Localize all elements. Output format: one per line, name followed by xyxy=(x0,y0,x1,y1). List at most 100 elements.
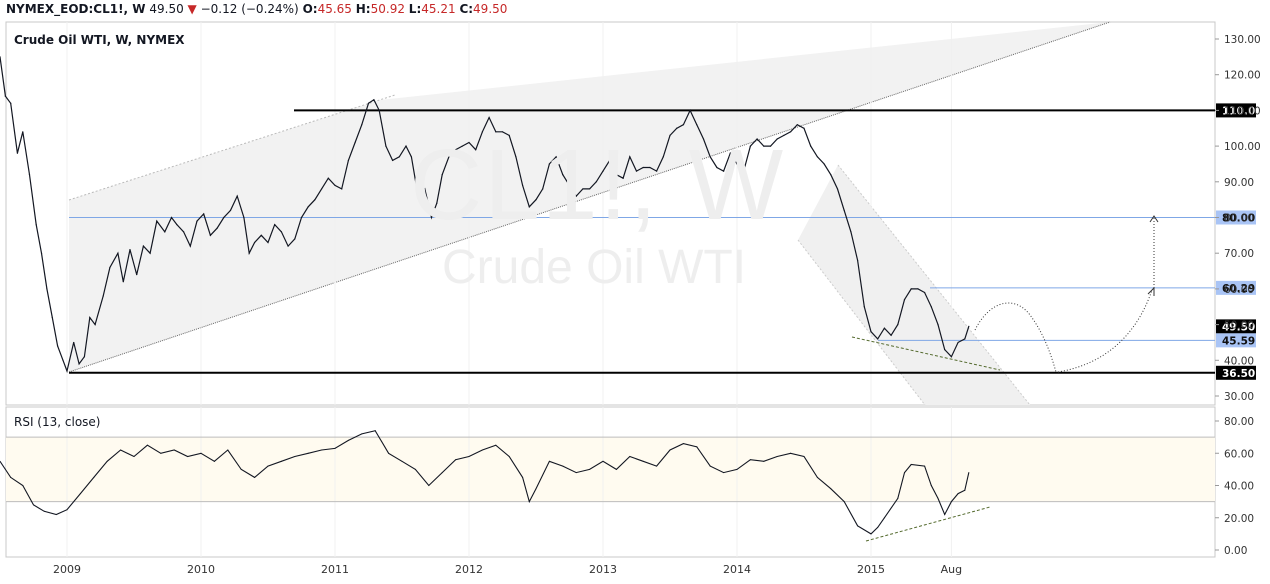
rsi-point-37 xyxy=(481,449,483,451)
price-point-136 xyxy=(883,327,886,329)
price-point-127 xyxy=(823,163,825,165)
price-point-12 xyxy=(66,370,68,372)
rsi-point-22 xyxy=(280,460,282,462)
rsi-point-52 xyxy=(669,449,671,451)
price-point-16 xyxy=(89,316,91,319)
rsi-point-7 xyxy=(79,493,81,495)
price-point-103 xyxy=(662,156,664,158)
price-point-53 xyxy=(334,184,336,186)
price-point-83 xyxy=(528,206,530,208)
price-point-37 xyxy=(229,209,232,211)
rsi-tick-label-1: 20.00 xyxy=(1224,513,1254,525)
price-point-92 xyxy=(589,188,591,190)
price-point-108 xyxy=(696,124,698,126)
open-value: 45.65 xyxy=(317,2,352,16)
last-price: 49.50 xyxy=(149,2,184,16)
level-badge-1 xyxy=(1216,210,1256,225)
rsi-point-30 xyxy=(388,452,390,454)
rsi-point-36 xyxy=(468,455,470,457)
rsi-point-80 xyxy=(968,472,970,474)
price-point-78 xyxy=(495,131,497,133)
price-point-96 xyxy=(615,174,618,176)
rsi-point-15 xyxy=(187,455,189,457)
price-point-120 xyxy=(776,138,778,140)
price-tick-label-6: 90.00 xyxy=(1224,177,1254,189)
rsi-point-32 xyxy=(414,468,416,470)
price-point-62 xyxy=(392,159,394,161)
rsi-point-13 xyxy=(160,452,162,454)
price-point-58 xyxy=(367,102,370,104)
x-tick-label-0: 2009 xyxy=(53,563,81,576)
price-point-87 xyxy=(555,156,557,158)
rsi-point-63 xyxy=(816,476,818,478)
x-tick-label-1: 2010 xyxy=(187,563,215,576)
price-point-113 xyxy=(729,152,731,154)
price-point-19 xyxy=(109,266,111,269)
rsi-point-45 xyxy=(575,472,577,474)
price-point-75 xyxy=(475,149,477,151)
level-label-5: 36.50 xyxy=(1222,368,1255,380)
rsi-tick-label-3: 60.00 xyxy=(1224,448,1254,460)
price-point-101 xyxy=(649,166,651,169)
price-point-97 xyxy=(622,177,624,179)
rsi-tick-label-0: 0.00 xyxy=(1224,545,1247,557)
price-point-7 xyxy=(40,252,43,254)
price-tick-label-4: 70.00 xyxy=(1224,248,1254,260)
price-tick-label-5: 80.00 xyxy=(1224,213,1254,225)
rsi-point-71 xyxy=(904,472,905,474)
price-point-138 xyxy=(897,324,899,326)
price-point-119 xyxy=(769,145,772,147)
price-point-52 xyxy=(327,177,329,179)
price-point-84 xyxy=(535,199,537,201)
price-point-68 xyxy=(430,216,433,219)
falling-channel xyxy=(798,165,1030,405)
price-point-90 xyxy=(575,195,577,197)
price-point-123 xyxy=(796,124,798,126)
price-point-38 xyxy=(236,195,238,197)
price-point-18 xyxy=(102,295,104,297)
rsi-point-67 xyxy=(870,533,872,535)
price-point-76 xyxy=(481,131,483,133)
price-point-145 xyxy=(944,348,946,351)
price-point-125 xyxy=(810,145,812,147)
rsi-point-34 xyxy=(441,472,443,474)
legend-header: NYMEX_EOD:CL1!, W 49.50 ▼ −0.12 (−0.24%)… xyxy=(6,2,507,18)
rsi-point-46 xyxy=(589,468,591,470)
support-dashed-line xyxy=(851,336,1001,371)
price-point-51 xyxy=(321,188,323,190)
rsi-point-19 xyxy=(240,468,242,470)
rsi-point-18 xyxy=(227,449,229,451)
close-value: 49.50 xyxy=(473,2,508,16)
price-point-146 xyxy=(950,356,953,358)
price-point-65 xyxy=(410,156,412,158)
price-point-66 xyxy=(417,195,419,197)
rsi-point-20 xyxy=(254,476,256,478)
price-point-33 xyxy=(203,213,205,215)
price-point-80 xyxy=(508,134,510,136)
rsi-point-50 xyxy=(642,460,644,462)
rsi-point-26 xyxy=(334,447,336,449)
price-point-115 xyxy=(743,170,745,172)
price-point-49 xyxy=(307,206,309,208)
price-point-41 xyxy=(254,241,256,244)
rsi-point-68 xyxy=(877,526,879,528)
rsi-point-69 xyxy=(883,517,885,519)
price-point-149 xyxy=(968,325,970,327)
price-point-106 xyxy=(682,124,685,126)
rsi-point-57 xyxy=(736,468,738,470)
price-point-46 xyxy=(287,245,289,247)
price-tick-label-1: 40.00 xyxy=(1224,355,1254,367)
price-line[interactable] xyxy=(0,56,970,374)
price-point-8 xyxy=(46,288,48,290)
watermark-name: Crude Oil WTI xyxy=(442,241,747,294)
price-point-118 xyxy=(763,145,765,147)
rsi-point-27 xyxy=(347,439,349,441)
rsi-point-14 xyxy=(173,449,175,451)
rsi-point-3 xyxy=(33,504,34,506)
rsi-point-55 xyxy=(709,465,711,467)
price-pane[interactable] xyxy=(5,21,1216,406)
channel-upper-line xyxy=(68,94,396,201)
rsi-point-0 xyxy=(0,460,1,462)
symbol-label[interactable]: NYMEX_EOD:CL1!, W xyxy=(6,2,146,16)
price-point-73 xyxy=(461,145,463,147)
